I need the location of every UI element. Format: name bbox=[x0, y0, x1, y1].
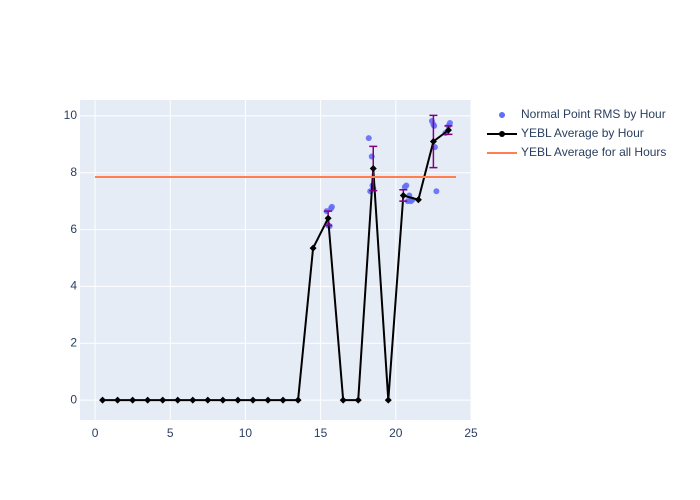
legend-label: YEBL Average by Hour bbox=[521, 126, 644, 140]
point bbox=[354, 396, 362, 404]
point bbox=[204, 396, 212, 404]
point bbox=[159, 396, 167, 404]
point bbox=[431, 122, 438, 129]
point bbox=[444, 126, 452, 134]
point bbox=[129, 396, 137, 404]
y-tick-label: 4 bbox=[70, 279, 77, 293]
point bbox=[403, 182, 410, 189]
point bbox=[294, 396, 302, 404]
point bbox=[264, 396, 272, 404]
point bbox=[369, 164, 377, 172]
x-tick-label: 20 bbox=[389, 426, 403, 440]
plot-area bbox=[80, 100, 471, 420]
legend-symbol bbox=[499, 112, 505, 118]
y-tick-label: 0 bbox=[70, 392, 77, 406]
point bbox=[309, 244, 317, 252]
legend-label: YEBL Average for all Hours bbox=[521, 145, 666, 159]
legend-symbol bbox=[499, 131, 505, 137]
y-tick-label: 10 bbox=[64, 108, 78, 122]
point bbox=[399, 191, 407, 199]
legend-label: Normal Point RMS by Hour bbox=[521, 107, 666, 121]
x-tick-label: 10 bbox=[239, 426, 253, 440]
x-tick-label: 0 bbox=[92, 426, 99, 440]
point bbox=[433, 188, 440, 195]
point bbox=[339, 396, 347, 404]
y-tick-label: 2 bbox=[70, 335, 77, 349]
point bbox=[414, 196, 422, 204]
point bbox=[328, 203, 335, 210]
point bbox=[324, 214, 332, 222]
point bbox=[279, 396, 287, 404]
x-tick-label: 15 bbox=[314, 426, 328, 440]
point bbox=[144, 396, 152, 404]
point bbox=[219, 396, 227, 404]
point bbox=[189, 396, 197, 404]
point bbox=[384, 396, 392, 404]
point bbox=[249, 396, 257, 404]
point bbox=[429, 137, 437, 145]
y-tick-label: 8 bbox=[70, 165, 77, 179]
point bbox=[114, 396, 122, 404]
point bbox=[174, 396, 182, 404]
x-tick-label: 5 bbox=[167, 426, 174, 440]
point bbox=[365, 135, 372, 142]
point bbox=[234, 396, 242, 404]
point bbox=[446, 120, 453, 127]
y-tick-label: 6 bbox=[70, 222, 77, 236]
point bbox=[99, 396, 107, 404]
x-tick-label: 25 bbox=[464, 426, 478, 440]
